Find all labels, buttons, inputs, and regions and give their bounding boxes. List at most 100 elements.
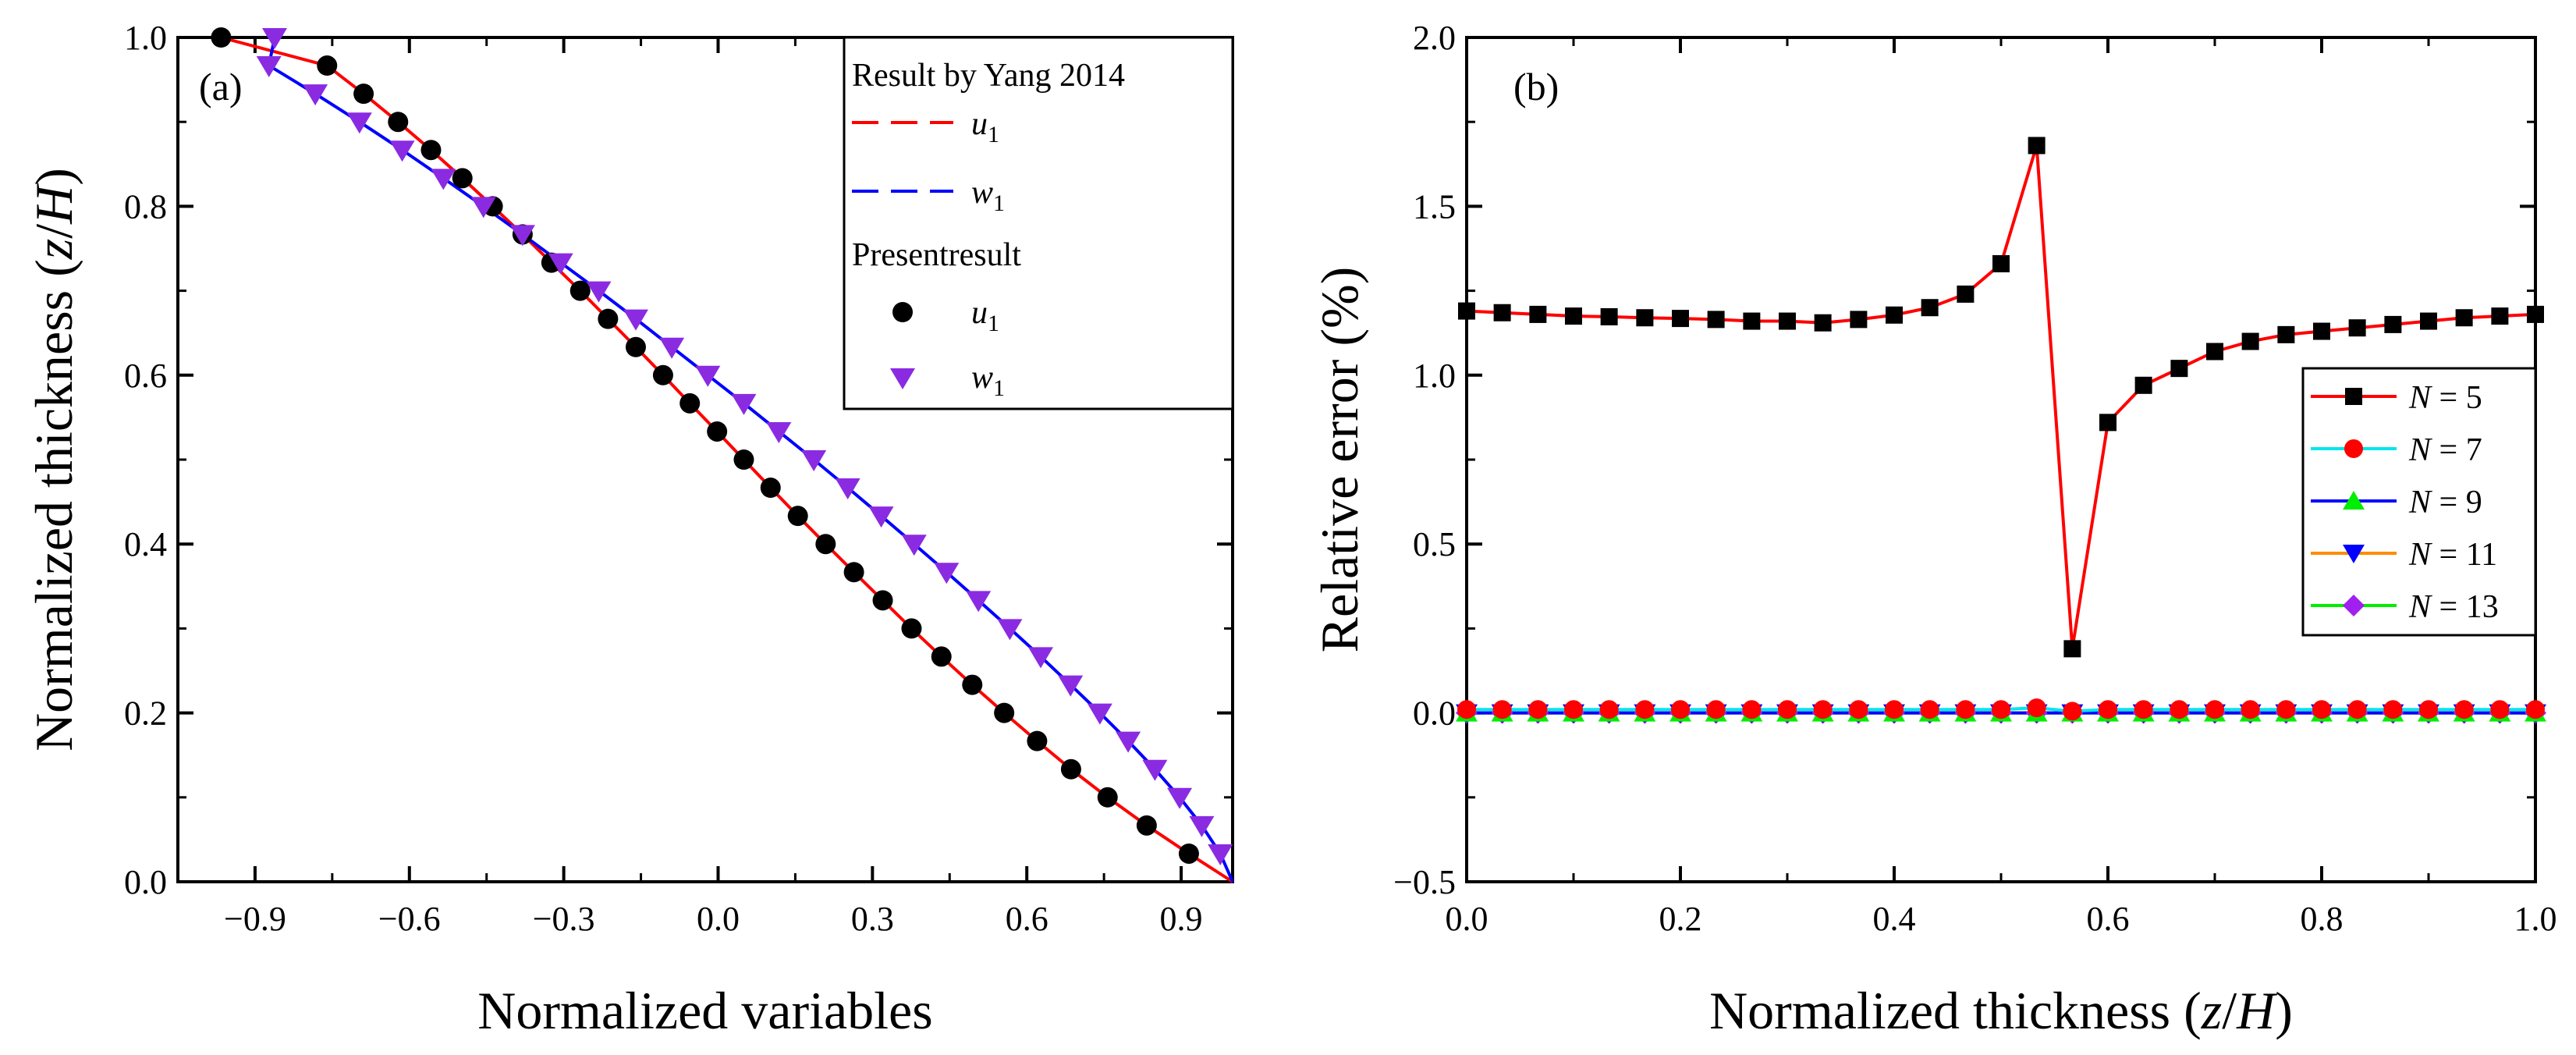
legend-b-marker-n11 (2343, 545, 2365, 563)
panel-a-label: (a) (199, 65, 243, 108)
data-point-w1 (997, 619, 1023, 641)
data-point-n7 (1813, 700, 1833, 719)
data-point-u1 (760, 478, 781, 499)
y-tick-label-b: 1.0 (1413, 357, 1456, 395)
data-point-w1 (766, 421, 792, 443)
data-point-w1 (470, 197, 496, 218)
legend-a-present-u1-label: u1 (971, 295, 999, 336)
data-point-u1 (1178, 843, 1199, 864)
data-point-n7 (1920, 700, 1939, 719)
legend-a-heading-present: Presentresult (852, 237, 1021, 273)
x-tick-label-b: 1.0 (2514, 900, 2557, 938)
data-point-n5 (2134, 376, 2152, 394)
data-point-u1 (733, 449, 754, 470)
data-point-w1 (256, 56, 282, 78)
x-tick-label-b: 0.8 (2301, 900, 2344, 938)
data-point-n5 (1458, 302, 1475, 320)
legend-b-label-n7: N = 7 (2408, 432, 2482, 468)
data-point-u1 (353, 83, 374, 105)
y-tick-label-a: 0.0 (124, 863, 167, 901)
data-point-n7 (2490, 700, 2510, 719)
legend-a-present-w1-label: w1 (971, 360, 1005, 401)
data-point-n5 (1992, 254, 2010, 272)
panel-a-y-axis-title: Normalized thickness (z/H) (24, 168, 83, 751)
data-point-w1 (901, 535, 927, 556)
data-point-w1 (1208, 844, 1233, 865)
data-point-w1 (731, 393, 757, 415)
data-point-n5 (1886, 306, 1903, 324)
data-point-n7 (1564, 700, 1583, 719)
data-point-n5 (1743, 312, 1761, 330)
data-point-w1 (1028, 647, 1054, 669)
data-point-n7 (2205, 700, 2224, 719)
data-point-u1 (901, 618, 922, 639)
y-tick-label-a: 0.4 (124, 525, 167, 563)
data-point-n7 (1706, 700, 1726, 719)
data-point-n7 (1599, 700, 1619, 719)
x-tick-label-b: 0.4 (1873, 900, 1916, 938)
data-point-n5 (2420, 312, 2437, 330)
data-point-w1 (431, 169, 456, 190)
data-point-n7 (1778, 700, 1797, 719)
data-point-u1 (1097, 787, 1118, 808)
data-point-n5 (2491, 307, 2509, 325)
data-point-n7 (2134, 700, 2153, 719)
data-point-n5 (1529, 305, 1547, 323)
data-point-n7 (2063, 702, 2082, 721)
y-tick-label-a: 1.0 (124, 19, 167, 57)
data-point-n7 (1885, 700, 1904, 719)
data-point-n5 (1493, 304, 1511, 321)
data-point-n5 (2206, 343, 2223, 361)
data-point-w1 (966, 591, 992, 613)
data-point-n7 (2170, 700, 2189, 719)
data-point-n5 (2527, 305, 2544, 323)
data-point-w1 (548, 253, 573, 275)
legend-a-present-w1-marker (890, 368, 915, 389)
panel-b: 0.0 0.2 0.4 0.6 0.8 1.0−0.50.00.51.01.52.0 (b… (1310, 19, 2557, 1040)
data-point-u1 (625, 336, 646, 357)
data-point-u1 (452, 168, 473, 189)
data-point-n5 (2241, 332, 2259, 350)
legend-a-heading-yang: Result by Yang 2014 (852, 58, 1125, 94)
data-point-u1 (962, 674, 983, 695)
data-point-u1 (420, 140, 442, 161)
data-point-w1 (868, 506, 894, 528)
data-point-w1 (1142, 759, 1168, 781)
panel-b-y-axis-title: Relative error (%) (1310, 267, 1369, 653)
legend-a-yang-u1-label: u1 (971, 106, 999, 147)
panel-b-legend: N = 5 N = 7 N = 9 N = 11 N = 13 (2301, 367, 2537, 637)
data-point-w1 (695, 365, 721, 387)
x-tick-label-a: −0.6 (378, 900, 441, 938)
data-point-u1 (843, 562, 864, 583)
data-point-u1 (787, 506, 808, 527)
legend-b-marker-n5 (2345, 388, 2362, 405)
data-point-n7 (2312, 700, 2331, 719)
panel-b-ticks: 0.0 0.2 0.4 0.6 0.8 1.0−0.50.00.51.01.52.0 (1393, 19, 2556, 938)
data-point-w1 (509, 225, 535, 247)
data-point-n7 (1956, 700, 1975, 719)
data-point-n5 (1957, 285, 1975, 303)
panel-b-label: (b) (1513, 65, 1559, 108)
data-point-n5 (1921, 299, 1939, 317)
data-point-w1 (1116, 731, 1141, 753)
x-tick-label-a: 0.0 (697, 900, 740, 938)
y-tick-label-b: 2.0 (1413, 19, 1456, 57)
data-point-n5 (2170, 360, 2188, 378)
data-point-n7 (1457, 700, 1476, 719)
data-point-u1 (994, 702, 1015, 723)
data-point-w1 (934, 563, 960, 584)
y-tick-label-b: 0.5 (1413, 525, 1456, 563)
x-tick-label-a: 0.6 (1006, 900, 1048, 938)
panel-a-x-axis-title: Normalized variables (477, 981, 932, 1040)
data-point-n5 (2348, 319, 2366, 337)
data-point-n7 (2241, 700, 2260, 719)
legend-a-present-u1-marker (892, 302, 913, 322)
legend-b-marker-n7 (2344, 439, 2363, 458)
data-point-w1 (1058, 675, 1084, 697)
legend-b-label-n9: N = 9 (2408, 485, 2482, 520)
data-point-w1 (1189, 815, 1215, 837)
data-point-u1 (707, 421, 728, 442)
x-tick-label-b: 0.0 (1446, 900, 1488, 938)
data-point-u1 (569, 280, 591, 301)
data-point-n5 (2099, 414, 2117, 432)
